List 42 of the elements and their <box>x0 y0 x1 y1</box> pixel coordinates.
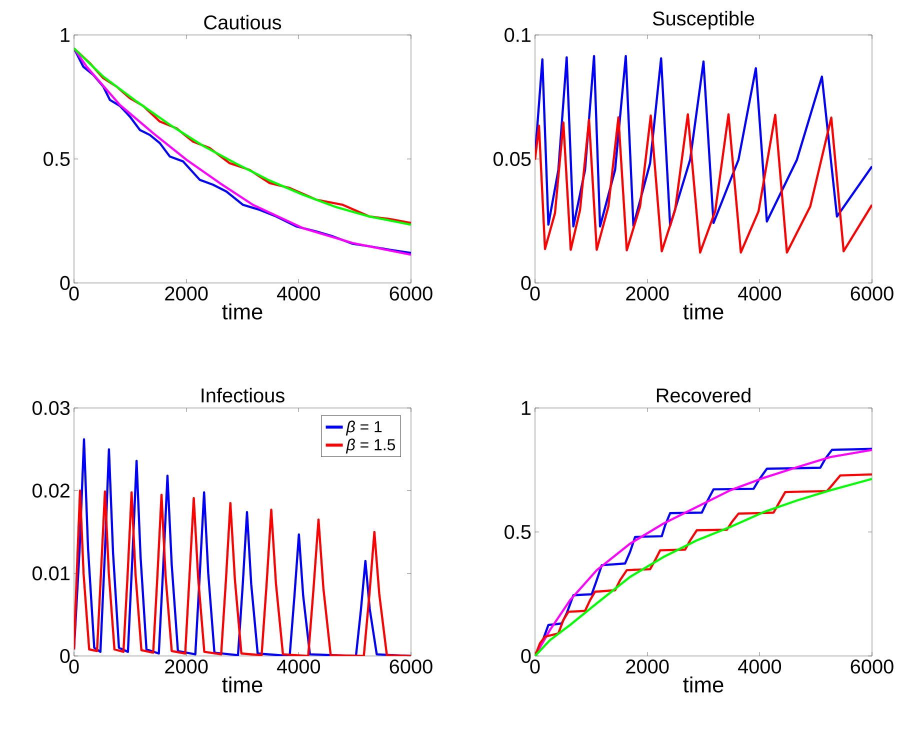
x-tick-label: 0 <box>69 660 79 674</box>
x-tick-label: 2000 <box>165 286 208 301</box>
x-tick-label: 4000 <box>738 286 782 301</box>
x-tick-label: 2000 <box>626 286 669 301</box>
x-tick-label: 0 <box>530 660 540 674</box>
y-tick-label: 0 <box>521 648 531 664</box>
y-tick-label: 0 <box>60 648 70 664</box>
y-tick-label: 1 <box>522 401 531 415</box>
y-tick-label: 1 <box>60 28 70 42</box>
chart-title: Cautious <box>204 14 282 30</box>
x-axis-title: time <box>222 676 262 693</box>
y-tick-label: 0.02 <box>32 484 70 498</box>
y-tick-label: 0.01 <box>32 566 70 580</box>
chart-title: Recovered <box>656 388 750 402</box>
x-tick-label: 6000 <box>850 286 894 301</box>
x-tick-label: 0 <box>530 286 540 301</box>
y-tick-label: 0.03 <box>32 400 70 416</box>
y-tick-label: 0.5 <box>504 524 531 540</box>
line-series <box>535 113 872 254</box>
line-series <box>74 490 412 656</box>
x-axis-title: time <box>683 676 724 693</box>
legend-label: β = 1.5 <box>346 438 396 454</box>
y-tick-label: 0.5 <box>44 152 70 166</box>
x-tick-label: 4000 <box>276 660 320 674</box>
x-tick-label: 6000 <box>390 660 432 674</box>
line-series <box>535 54 872 228</box>
x-tick-label: 2000 <box>626 660 669 674</box>
chart-title: Infectious <box>202 388 284 402</box>
legend-label: β = 1 <box>346 420 382 436</box>
x-tick-label: 6000 <box>390 286 432 301</box>
y-tick-label: 0.05 <box>493 152 531 166</box>
chart-title: Susceptible <box>652 10 754 30</box>
x-tick-label: 6000 <box>850 660 894 674</box>
x-tick-label: 2000 <box>165 660 208 674</box>
y-tick-label: 0.1 <box>504 28 531 42</box>
x-axis-title: time <box>222 303 262 320</box>
y-tick-label: 0 <box>60 276 70 290</box>
y-tick-label: 0 <box>521 276 531 290</box>
x-tick-label: 0 <box>69 286 79 301</box>
x-tick-label: 4000 <box>738 660 782 674</box>
x-axis-title: time <box>683 303 724 320</box>
x-tick-label: 4000 <box>276 286 320 301</box>
